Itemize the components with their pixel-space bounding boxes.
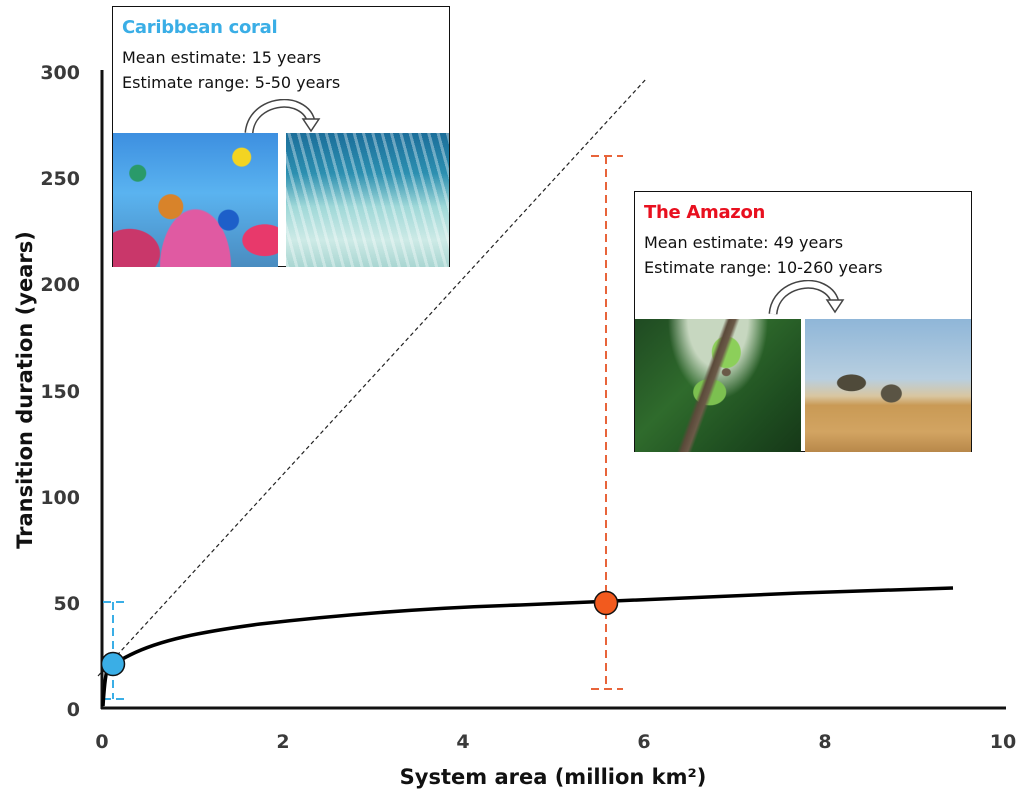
scaling-curve bbox=[101, 586, 954, 707]
y-tick-300: 300 bbox=[40, 62, 80, 84]
curved-arrow-icon bbox=[768, 280, 845, 315]
amazon-estimate-range: Estimate range: 10-260 years bbox=[644, 258, 883, 277]
x-tick-labels: 0 2 4 6 8 10 bbox=[95, 731, 1016, 753]
bleached-coral-image bbox=[286, 133, 449, 267]
amazon-data-point[interactable] bbox=[593, 590, 619, 616]
x-tick-2: 2 bbox=[276, 731, 289, 753]
x-tick-6: 6 bbox=[637, 731, 650, 753]
y-tick-250: 250 bbox=[40, 168, 80, 190]
x-tick-10: 10 bbox=[990, 731, 1016, 753]
x-tick-4: 4 bbox=[456, 731, 469, 753]
amazon-mean-estimate: Mean estimate: 49 years bbox=[644, 233, 844, 252]
y-tick-100: 100 bbox=[40, 487, 80, 509]
coral-callout: Caribbean coral Mean estimate: 15 years … bbox=[112, 6, 450, 267]
coral-title: Caribbean coral bbox=[122, 17, 278, 38]
linear-reference-line bbox=[97, 77, 648, 677]
curved-arrow-icon bbox=[244, 99, 321, 134]
y-tick-labels: 0 50 100 150 200 250 300 bbox=[40, 62, 80, 721]
dry-savanna-image bbox=[805, 319, 971, 452]
coral-mean-estimate: Mean estimate: 15 years bbox=[122, 48, 322, 67]
y-tick-200: 200 bbox=[40, 274, 80, 296]
healthy-coral-reef-image bbox=[113, 133, 278, 267]
coral-data-point[interactable] bbox=[100, 651, 126, 677]
x-tick-0: 0 bbox=[95, 731, 108, 753]
amazon-callout: The Amazon Mean estimate: 49 years Estim… bbox=[634, 191, 972, 452]
coral-estimate-range: Estimate range: 5-50 years bbox=[122, 73, 341, 92]
x-axis-title: System area (million km²) bbox=[400, 765, 707, 789]
y-tick-0: 0 bbox=[67, 699, 80, 721]
coral-error-bar bbox=[103, 601, 124, 700]
amazon-rainforest-image bbox=[635, 319, 801, 452]
y-tick-150: 150 bbox=[40, 381, 80, 403]
y-axis-title: Transition duration (years) bbox=[13, 231, 37, 549]
amazon-title: The Amazon bbox=[644, 202, 766, 223]
y-tick-50: 50 bbox=[54, 593, 80, 615]
x-tick-8: 8 bbox=[818, 731, 831, 753]
